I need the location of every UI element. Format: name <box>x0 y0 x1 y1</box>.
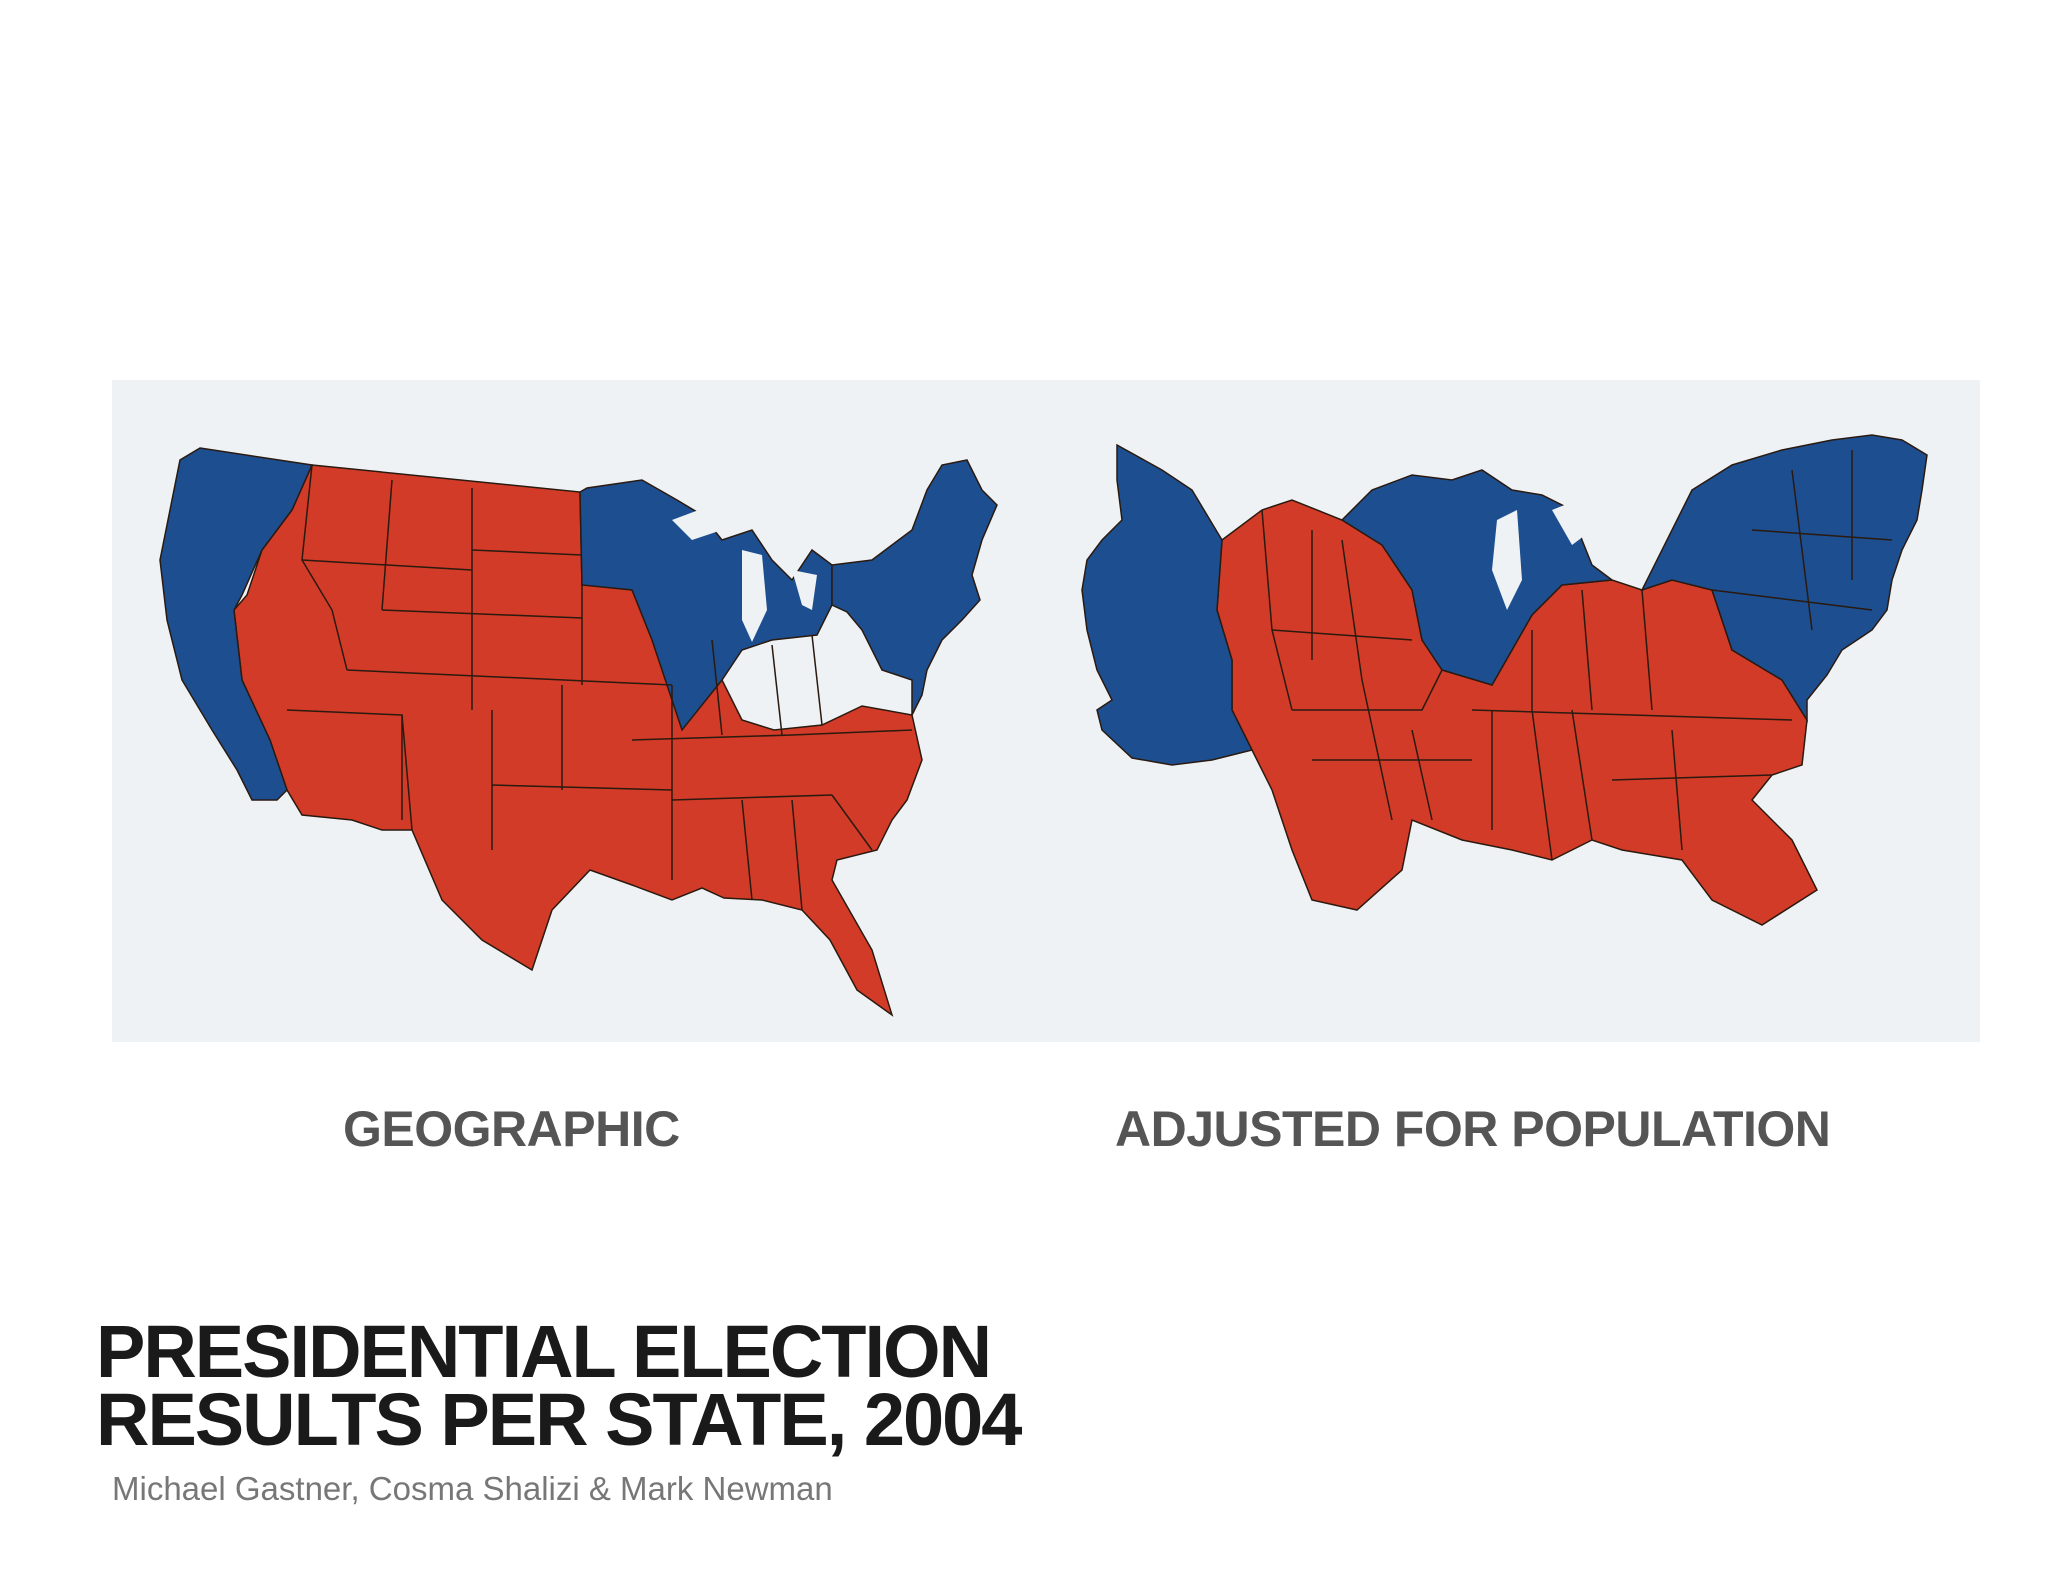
cartogram-map <box>1081 434 1928 926</box>
cart-lake-huron <box>1552 500 1592 545</box>
geographic-map <box>159 447 998 1017</box>
geo-northeast-region <box>831 459 998 716</box>
cart-northeast-region <box>1640 434 1928 723</box>
geo-lake-michigan <box>742 550 767 642</box>
cart-midwest-region <box>1340 469 1614 686</box>
geo-lake-huron <box>792 570 817 610</box>
geo-west-coast-region <box>159 447 314 801</box>
population-adjusted-map-label: ADJUSTED FOR POPULATION <box>1115 1101 1831 1157</box>
geo-republican-region <box>233 464 923 1017</box>
cart-west-coast-region <box>1081 443 1254 766</box>
page-title: PRESIDENTIAL ELECTION RESULTS PER STATE,… <box>96 1310 1022 1461</box>
cart-lake-michigan <box>1492 510 1522 610</box>
cart-state-borders <box>1261 450 1893 861</box>
authors-credit: Michael Gastner, Cosma Shalizi & Mark Ne… <box>112 1470 833 1507</box>
map-panel <box>112 380 1980 1042</box>
title-line-2: RESULTS PER STATE, 2004 <box>96 1378 1022 1461</box>
title-line-1: PRESIDENTIAL ELECTION <box>96 1310 992 1393</box>
geo-lake-superior <box>672 505 752 540</box>
geo-state-borders <box>286 464 913 911</box>
geographic-map-label: GEOGRAPHIC <box>343 1101 680 1157</box>
maps-svg <box>159 434 1928 1017</box>
